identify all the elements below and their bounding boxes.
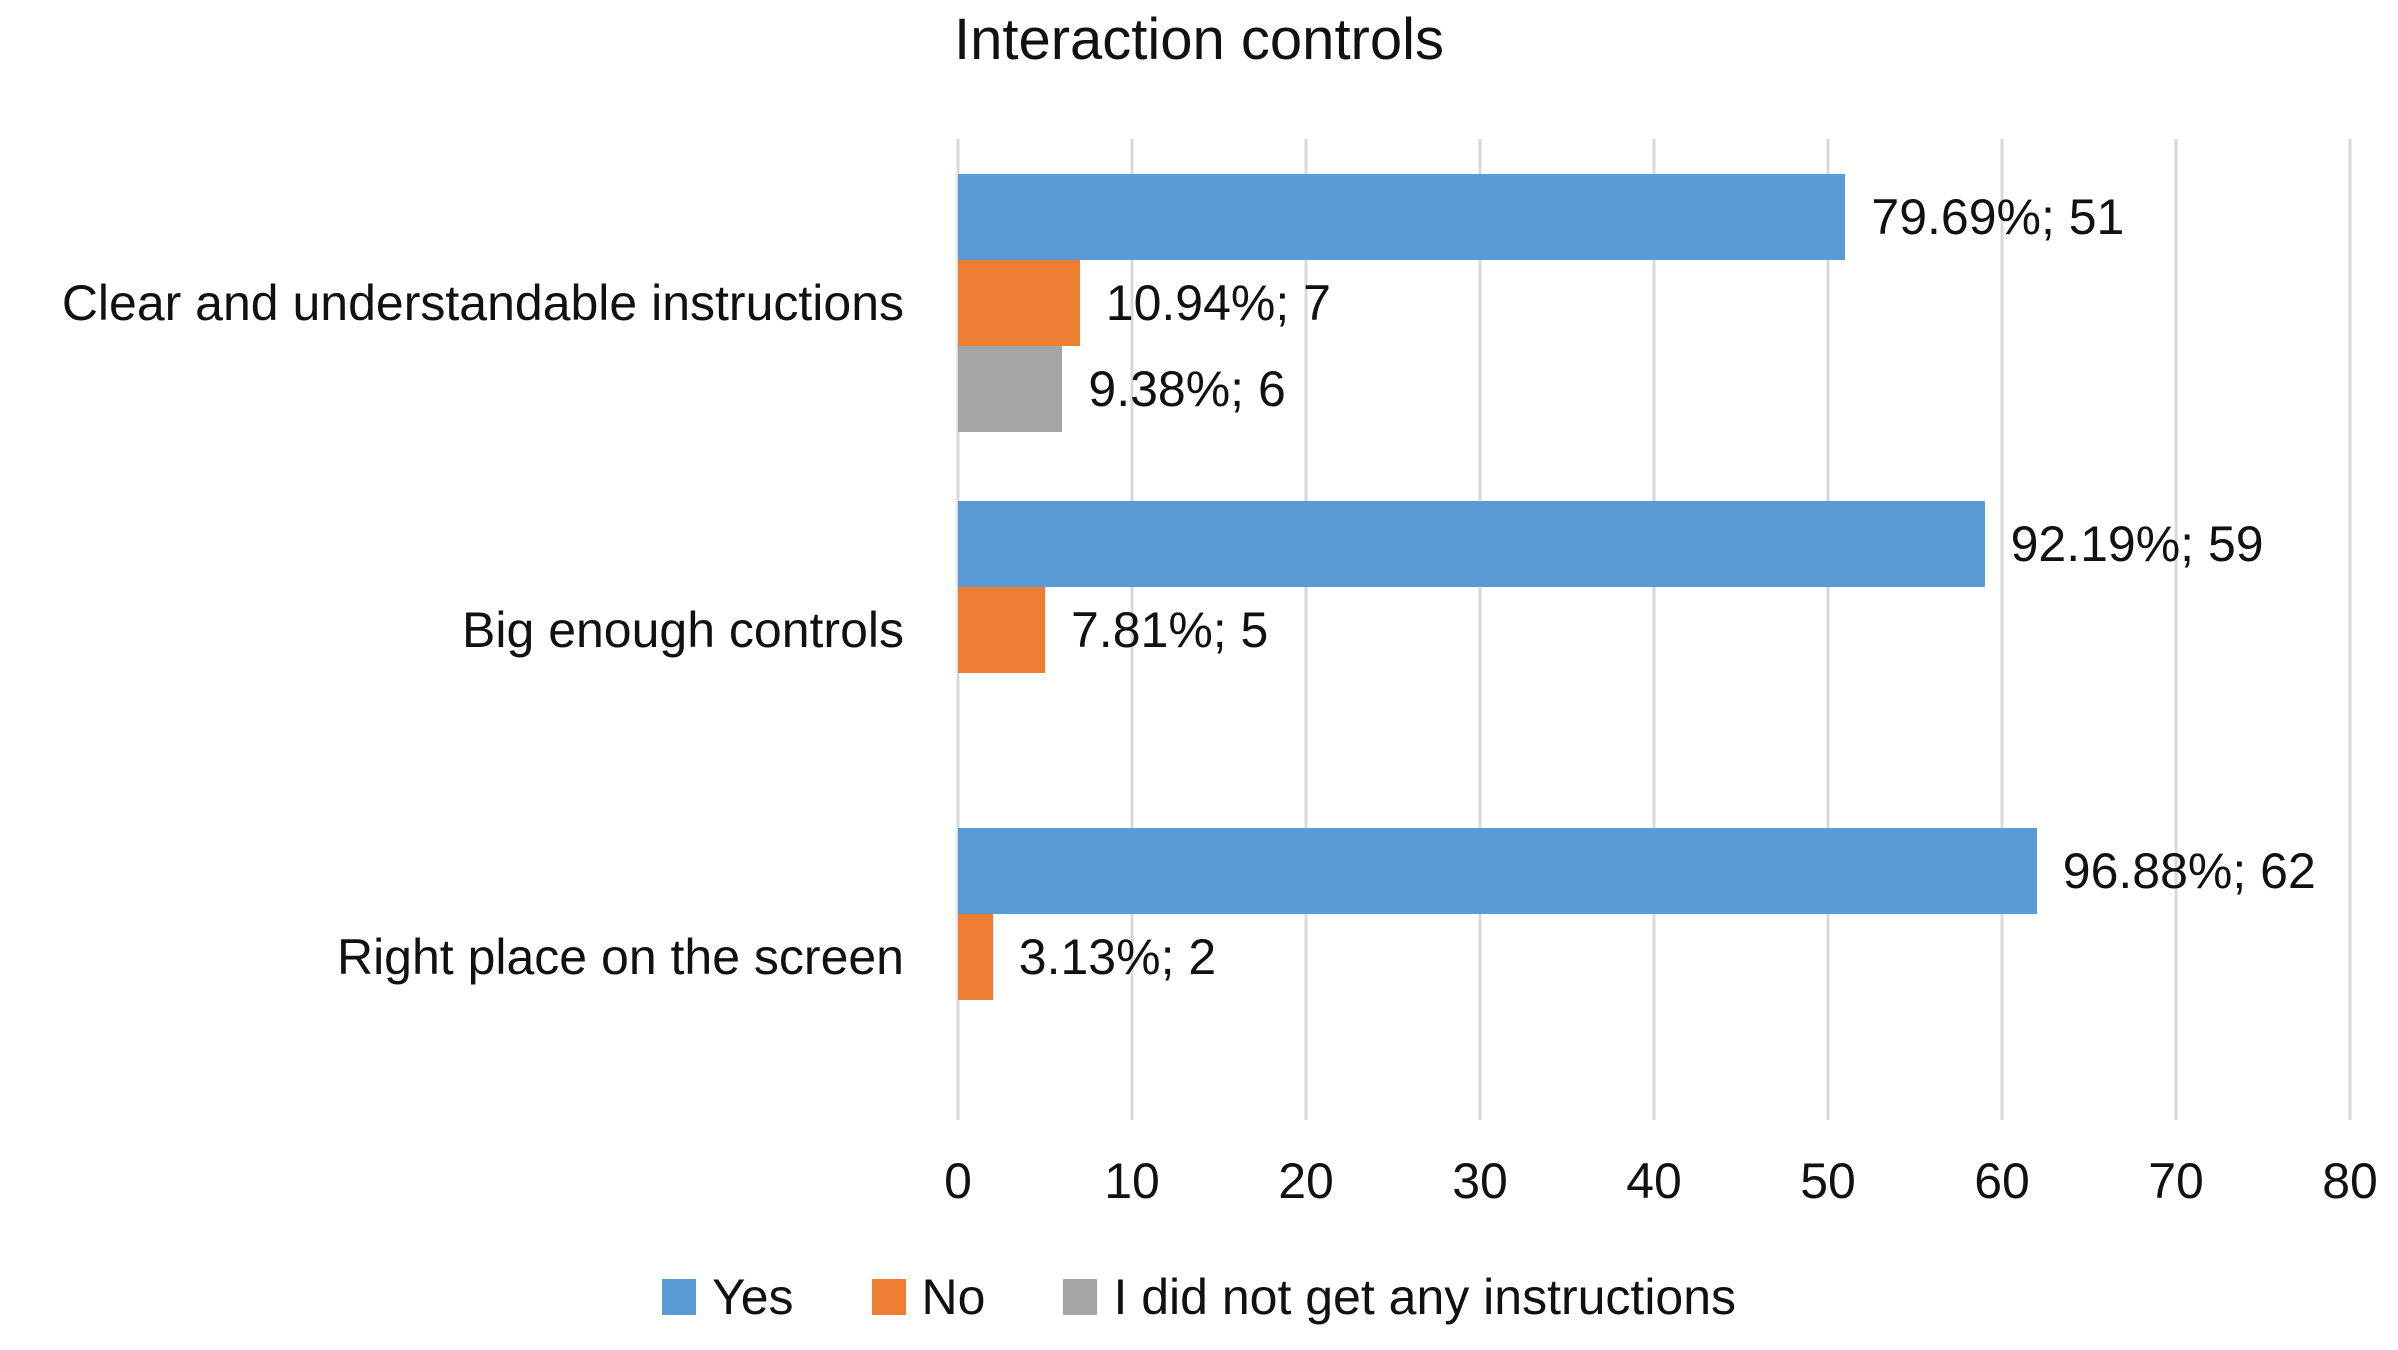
x-axis-tick-label: 20: [1278, 1153, 1334, 1209]
bar-no: [958, 259, 1080, 346]
gridline: [1130, 139, 1134, 1120]
gridline: [1478, 139, 1482, 1120]
bar-i-did-not-get-any-instructions: [958, 345, 1063, 432]
chart-title: Interaction controls: [953, 7, 1445, 72]
gridline: [1826, 139, 1830, 1120]
category-label: Clear and understandable instructions: [61, 274, 904, 331]
category-axis: Clear and understandable instructions Big…: [0, 139, 930, 1120]
legend-item: No: [871, 1268, 986, 1326]
x-axis-tick-label: 30: [1452, 1153, 1508, 1209]
legend-swatch: [661, 1279, 696, 1315]
gridline: [2174, 139, 2178, 1120]
legend-label: Yes: [711, 1269, 794, 1325]
x-axis: 0 10 20 30 40 50 60 70 80: [944, 1152, 2378, 1222]
x-axis-tick-label: 40: [1626, 1153, 1682, 1209]
plot-area: 79.69%; 51 92.19%; 59 96.88%; 62 10.94%; 7 7…: [956, 139, 2352, 1120]
x-axis-tick-label: 10: [1104, 1153, 1160, 1209]
legend: Yes No I did not get any instructions: [0, 1268, 2398, 1326]
legend-item: I did not get any instructions: [1063, 1268, 1736, 1326]
legend-swatch: [871, 1279, 906, 1315]
x-axis-tick-label: 80: [2322, 1153, 2378, 1209]
bar-data-label: 9.38%; 6: [1088, 360, 1286, 417]
legend-label: No: [921, 1269, 986, 1325]
x-axis-tick-label: 50: [1800, 1153, 1856, 1209]
bar-data-label: 10.94%; 7: [1105, 274, 1331, 331]
bar-no: [958, 586, 1045, 673]
bar-data-label: 79.69%; 51: [1871, 188, 2125, 245]
legend-swatch: [1063, 1279, 1098, 1315]
category-label: Big enough controls: [462, 601, 904, 658]
bar-data-label: 92.19%; 59: [2010, 515, 2264, 572]
bar-yes: [958, 500, 1985, 587]
category-label: Right place on the screen: [336, 928, 904, 985]
bar-data-label: 7.81%; 5: [1071, 601, 1269, 658]
bar-data-label: 96.88%; 62: [2062, 842, 2316, 899]
bar-no: [958, 913, 993, 1000]
bar-yes: [958, 827, 2037, 914]
gridline: [1304, 139, 1308, 1120]
bar-yes: [958, 173, 1846, 260]
bar-data-label: 3.13%; 2: [1018, 928, 1217, 985]
gridline: [2000, 139, 2004, 1120]
x-axis-tick-label: 70: [2148, 1153, 2204, 1209]
legend-label: I did not get any instructions: [1113, 1269, 1737, 1325]
x-axis-tick-label: 0: [944, 1153, 972, 1209]
gridline: [1652, 139, 1656, 1120]
gridline: [2348, 139, 2352, 1120]
legend-item: Yes: [661, 1268, 794, 1326]
x-axis-tick-label: 60: [1974, 1153, 2030, 1209]
